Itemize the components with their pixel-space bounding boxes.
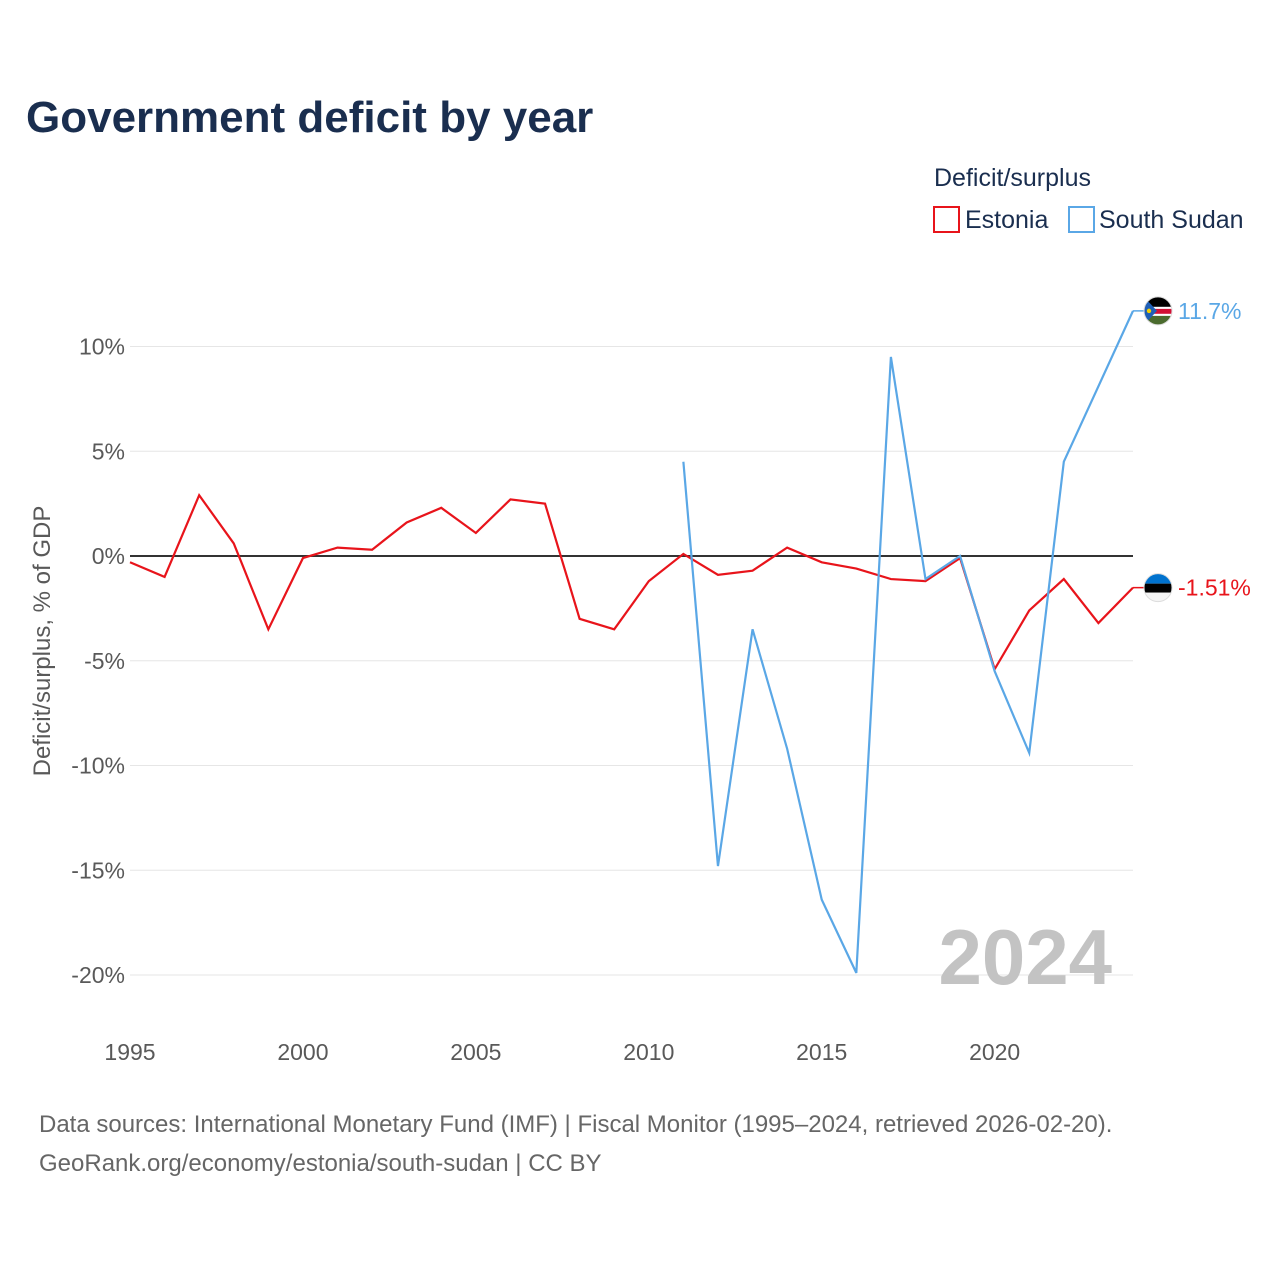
- y-tick-label: -10%: [71, 753, 125, 779]
- legend-label-south-sudan[interactable]: South Sudan: [1099, 206, 1244, 234]
- y-tick-label: 0%: [92, 543, 125, 569]
- x-tick-label: 2015: [796, 1039, 847, 1065]
- year-watermark: 2024: [938, 913, 1112, 1001]
- series-line-south-sudan[interactable]: [682, 310, 1134, 974]
- x-axis-ticks: 1995 2000 2005 2010 2015 2020: [104, 1039, 1020, 1065]
- series-line-estonia[interactable]: [129, 493, 1134, 672]
- series-lines: [129, 310, 1145, 974]
- y-tick-label: -20%: [71, 962, 125, 988]
- y-axis-title: Deficit/surplus, % of GDP: [29, 506, 56, 777]
- y-tick-label: 10%: [79, 334, 125, 360]
- end-label-estonia: -1.51%: [1178, 575, 1251, 601]
- gridlines: [130, 346, 1133, 976]
- x-tick-label: 2005: [450, 1039, 501, 1065]
- legend-label-estonia[interactable]: Estonia: [965, 206, 1048, 234]
- legend-swatch-south-sudan[interactable]: [1068, 206, 1095, 233]
- y-tick-label: 5%: [92, 438, 125, 464]
- legend: Deficit/surplus Estonia South Sudan: [933, 164, 1244, 234]
- x-tick-label: 2020: [969, 1039, 1020, 1065]
- y-axis-ticks: 10% 5% 0% -5% -10% -15% -20%: [71, 334, 125, 989]
- x-tick-label: 2010: [623, 1039, 674, 1065]
- x-tick-label: 2000: [277, 1039, 328, 1065]
- legend-title: Deficit/surplus: [934, 164, 1091, 192]
- credit-link[interactable]: GeoRank.org/economy/estonia/south-sudan …: [39, 1150, 602, 1177]
- source-note: Data sources: International Monetary Fun…: [39, 1111, 1112, 1138]
- legend-swatch-estonia[interactable]: [933, 206, 960, 233]
- estonia-flag-icon: [1143, 573, 1173, 603]
- end-label-south-sudan: 11.7%: [1178, 298, 1242, 324]
- x-tick-label: 1995: [104, 1039, 155, 1065]
- chart-title: Government deficit by year: [26, 93, 593, 142]
- y-tick-label: -15%: [71, 857, 125, 883]
- y-tick-label: -5%: [84, 648, 125, 674]
- south-sudan-flag-icon: [1143, 296, 1173, 326]
